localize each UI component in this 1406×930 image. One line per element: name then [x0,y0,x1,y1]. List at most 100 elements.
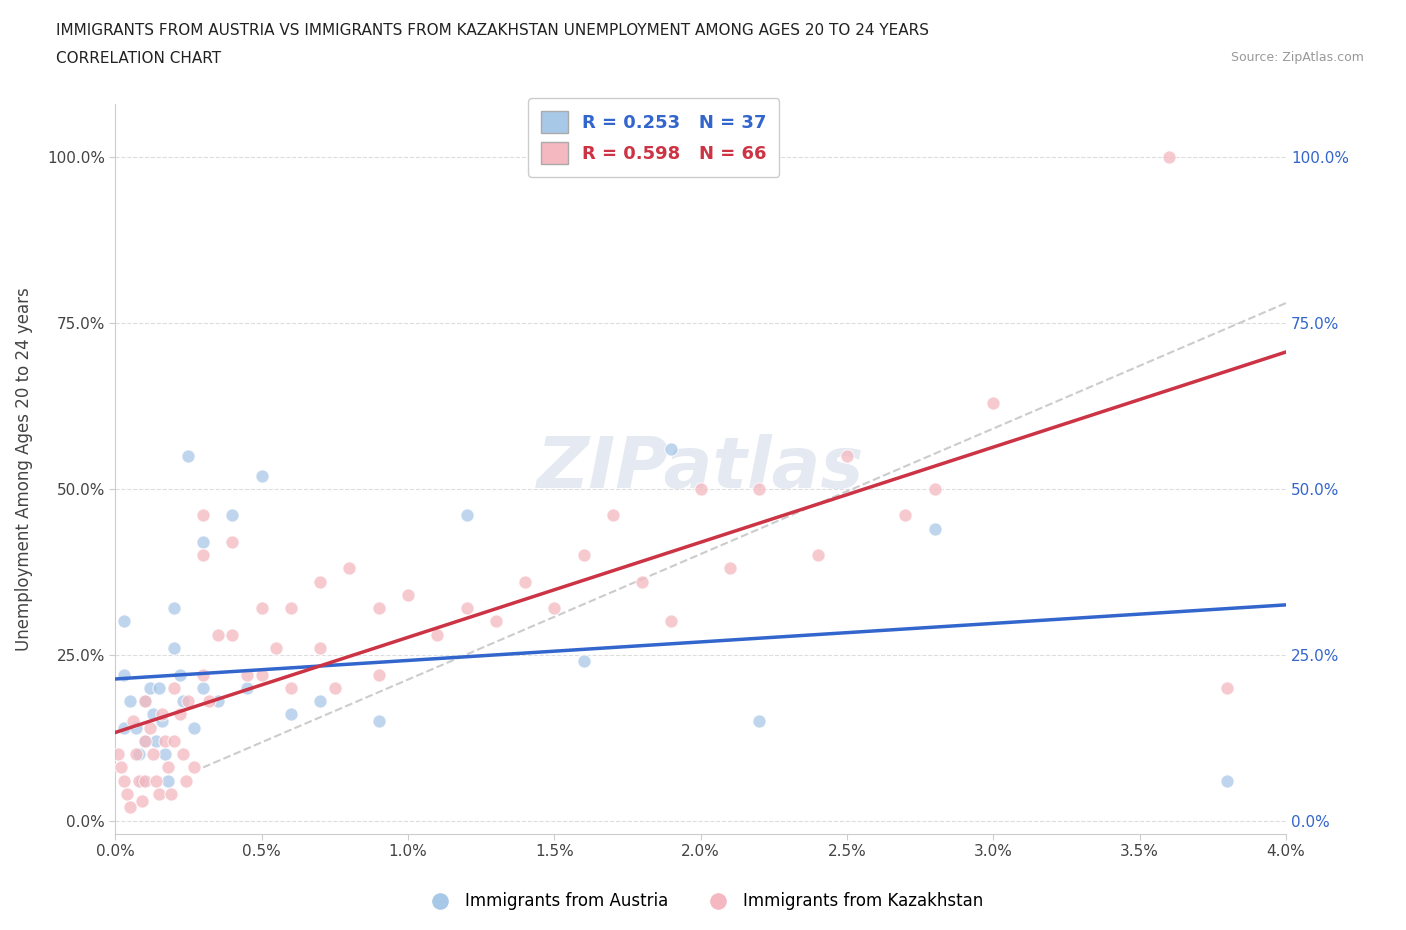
Point [543,601,565,616]
Point [191,681,214,696]
Point [323,681,346,696]
Point [174,773,197,788]
Point [339,561,361,576]
Text: IMMIGRANTS FROM AUSTRIA VS IMMIGRANTS FROM KAZAKHSTAN UNEMPLOYMENT AMONG AGES 20: IMMIGRANTS FROM AUSTRIA VS IMMIGRANTS FR… [56,23,929,38]
Point [134,694,156,709]
Point [110,760,132,775]
Point [112,614,135,629]
Point [142,747,165,762]
Point [125,747,148,762]
Point [183,720,205,735]
Point [221,508,243,523]
Point [221,535,243,550]
Point [115,787,138,802]
Point [1216,773,1239,788]
Point [121,713,143,728]
Point [156,773,179,788]
Point [191,535,214,550]
Point [172,694,194,709]
Text: ZIPatlas: ZIPatlas [537,434,865,503]
Point [153,747,176,762]
Point [661,614,683,629]
Point [134,734,156,749]
Point [309,694,332,709]
Point [134,773,156,788]
Point [118,800,141,815]
Point [264,641,287,656]
Point [309,574,332,589]
Point [156,760,179,775]
Point [160,787,183,802]
Point [631,574,654,589]
Point [572,548,595,563]
Point [172,747,194,762]
Point [112,773,135,788]
Point [689,482,711,497]
Point [250,667,273,682]
Text: CORRELATION CHART: CORRELATION CHART [56,51,221,66]
Point [236,667,259,682]
Point [191,548,214,563]
Point [456,508,478,523]
Point [280,707,302,722]
Point [250,468,273,483]
Point [280,681,302,696]
Point [426,628,449,643]
Point [485,614,508,629]
Point [835,448,858,463]
Point [177,694,200,709]
Point [169,707,191,722]
Point [250,601,273,616]
Point [718,561,741,576]
Point [131,793,153,808]
Point [131,773,153,788]
Point [134,734,156,749]
Point [163,681,186,696]
Point [807,548,830,563]
Point [924,521,946,536]
Point [280,601,302,616]
Point [163,601,186,616]
Point [367,667,389,682]
Point [981,395,1004,410]
Point [309,641,332,656]
Point [153,734,176,749]
Point [118,694,141,709]
Point [191,508,214,523]
Point [177,448,200,463]
Point [924,482,946,497]
Point [128,747,150,762]
Point [163,641,186,656]
Point [1216,681,1239,696]
Legend: R = 0.253   N = 37, R = 0.598   N = 66: R = 0.253 N = 37, R = 0.598 N = 66 [529,99,779,177]
Point [163,734,186,749]
Point [128,773,150,788]
Point [148,681,170,696]
Legend: Immigrants from Austria, Immigrants from Kazakhstan: Immigrants from Austria, Immigrants from… [416,885,990,917]
Point [142,707,165,722]
Point [396,588,419,603]
Point [150,707,173,722]
Point [748,482,770,497]
Point [148,787,170,802]
Point [894,508,917,523]
Point [367,713,389,728]
Point [207,694,229,709]
Point [183,760,205,775]
Point [661,442,683,457]
Point [456,601,478,616]
Point [169,667,191,682]
Point [572,654,595,669]
Point [150,713,173,728]
Point [125,720,148,735]
Point [1157,150,1180,165]
Point [191,667,214,682]
Point [198,694,221,709]
Y-axis label: Unemployment Among Ages 20 to 24 years: Unemployment Among Ages 20 to 24 years [15,287,32,651]
Point [112,667,135,682]
Point [139,681,162,696]
Point [139,720,162,735]
Point [107,747,129,762]
Point [145,773,167,788]
Text: Source: ZipAtlas.com: Source: ZipAtlas.com [1230,51,1364,64]
